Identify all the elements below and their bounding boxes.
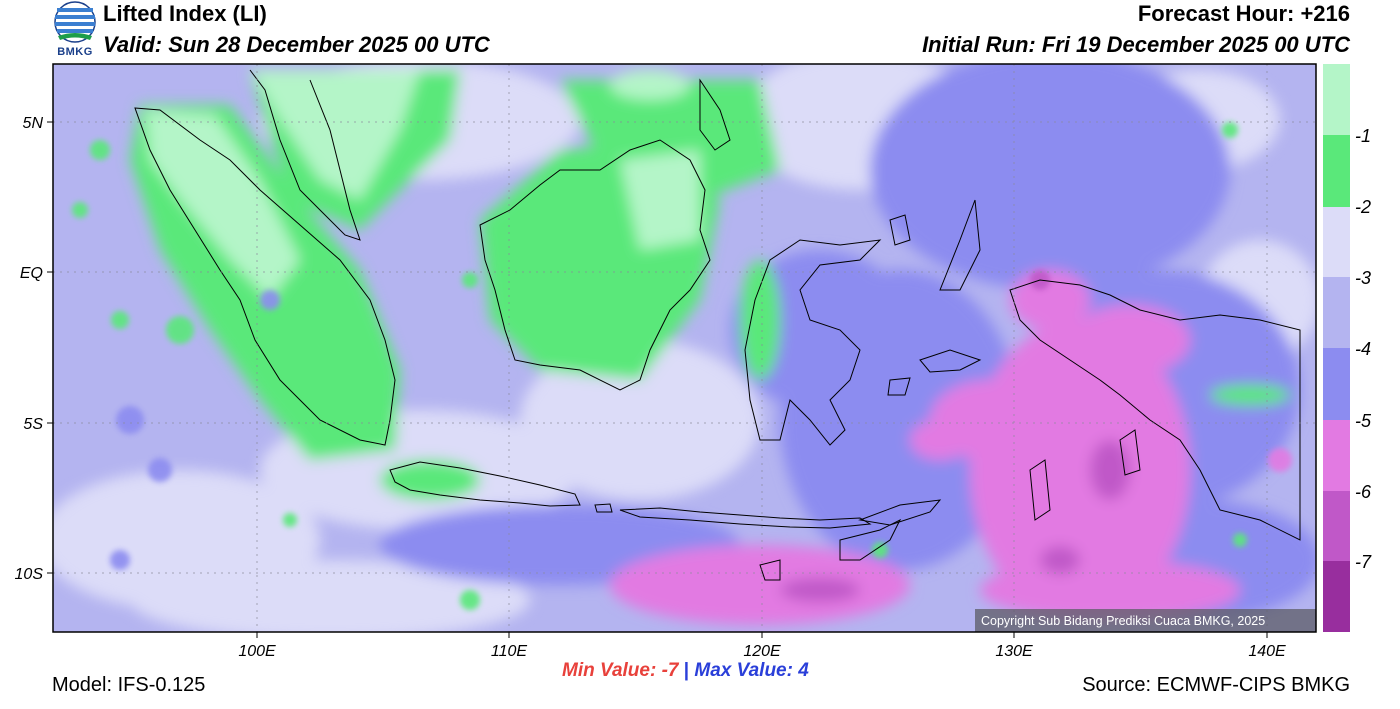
lat-label-eq: EQ xyxy=(20,265,43,282)
valid-time: Valid: Sun 28 December 2025 00 UTC xyxy=(103,32,490,57)
li-field: Copyright Sub Bidang Prediksi Cuaca BMKG… xyxy=(53,64,1316,632)
lon-label-130e: 130E xyxy=(995,643,1033,660)
forecast-hour: Forecast Hour: +216 xyxy=(1137,1,1350,26)
map-frame xyxy=(52,63,1317,633)
colorbar-label: -4 xyxy=(1355,339,1371,359)
colorbar-swatch-1-2 xyxy=(1323,135,1350,207)
lon-label-100e: 100E xyxy=(238,643,276,660)
colorbar-label: -2 xyxy=(1355,197,1371,217)
bmkg-logo xyxy=(54,1,96,43)
colorbar-swatch-5-6 xyxy=(1323,420,1350,491)
colorbar-label: -7 xyxy=(1355,552,1372,572)
min-value: -7 xyxy=(661,660,679,681)
lat-label-5n: 5N xyxy=(23,115,44,132)
lat-label-5s: 5S xyxy=(23,416,43,433)
colorbar: -1 -2 -3 -4 -5 -6 -7 xyxy=(1323,64,1372,632)
max-value: 4 xyxy=(798,660,809,681)
colorbar-swatch-4-5 xyxy=(1323,348,1350,420)
colorbar-swatch-lt-7 xyxy=(1323,561,1350,632)
copyright-text: Copyright Sub Bidang Prediksi Cuaca BMKG… xyxy=(981,614,1265,628)
colorbar-swatch-3-4 xyxy=(1323,277,1350,348)
lon-label-110e: 110E xyxy=(491,643,528,660)
logo-text: BMKG xyxy=(57,46,93,58)
coastlines xyxy=(134,69,1301,581)
colorbar-swatch-gt-1 xyxy=(1323,64,1350,135)
separator: | xyxy=(683,660,690,681)
colorbar-swatch-6-7 xyxy=(1323,491,1350,561)
max-label: Max Value: xyxy=(694,660,793,681)
colorbar-label: -3 xyxy=(1355,268,1371,288)
min-max-values: Min Value: -7 | Max Value: 4 xyxy=(562,660,809,682)
colorbar-swatch-2-3 xyxy=(1323,207,1350,277)
min-label: Min Value: xyxy=(562,660,657,681)
graticule xyxy=(53,64,1316,632)
colorbar-label: -5 xyxy=(1355,411,1372,431)
colorbar-label: -1 xyxy=(1355,126,1371,146)
lon-label-120e: 120E xyxy=(743,643,781,660)
lon-label-140e: 140E xyxy=(1248,643,1286,660)
initial-run: Initial Run: Fri 19 December 2025 00 UTC xyxy=(922,32,1350,57)
copyright-box xyxy=(975,609,1316,632)
colorbar-label: -6 xyxy=(1355,482,1372,502)
chart-title: Lifted Index (LI) xyxy=(103,1,267,26)
lat-label-10s: 10S xyxy=(15,566,44,583)
model-label: Model: IFS-0.125 xyxy=(52,674,206,696)
source-label: Source: ECMWF-CIPS BMKG xyxy=(1082,674,1350,696)
